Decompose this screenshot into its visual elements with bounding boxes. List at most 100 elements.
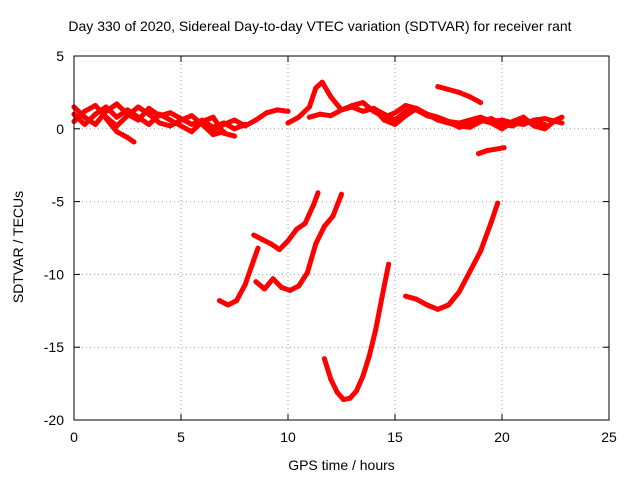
data-point xyxy=(467,94,473,100)
data-point xyxy=(478,117,484,123)
data-point xyxy=(330,213,336,219)
series-line-arc4 xyxy=(103,116,137,145)
data-point xyxy=(251,257,257,263)
axis-ticks: 0 5 10 15 20 25 5 0 -5 -10 -15 -20 xyxy=(44,48,617,445)
data-point xyxy=(321,223,327,229)
data-point xyxy=(157,120,163,126)
data-point xyxy=(131,139,137,145)
series-line-arc15 xyxy=(403,200,501,312)
data-point xyxy=(542,126,548,132)
data-point xyxy=(259,237,265,242)
data-point xyxy=(82,108,88,114)
data-point xyxy=(413,296,419,302)
x-tick-label: 25 xyxy=(601,429,617,445)
data-point xyxy=(210,127,216,133)
data-point xyxy=(167,110,173,116)
data-point xyxy=(328,94,334,100)
data-point xyxy=(373,327,379,333)
data-point xyxy=(341,397,347,403)
data-point xyxy=(478,100,484,106)
plot-frame xyxy=(73,55,610,421)
data-point xyxy=(221,121,227,127)
data-point xyxy=(189,113,195,119)
data-point xyxy=(296,114,302,120)
y-tick-label: -15 xyxy=(44,339,64,355)
data-point xyxy=(313,241,319,247)
data-point xyxy=(386,261,392,267)
data-point xyxy=(520,114,526,120)
data-point xyxy=(92,121,98,127)
data-point xyxy=(354,388,359,394)
data-point xyxy=(413,105,419,111)
x-tick-label: 15 xyxy=(387,429,403,445)
series-line-arc10 xyxy=(476,145,507,157)
data-point xyxy=(167,117,173,123)
data-point xyxy=(217,298,222,304)
data-point xyxy=(317,111,323,117)
data-point xyxy=(488,116,494,122)
data-point xyxy=(276,247,282,253)
series-line-arc5 xyxy=(210,107,291,133)
data-point xyxy=(435,84,441,90)
data-point xyxy=(285,108,291,114)
data-point xyxy=(92,111,98,117)
data-point xyxy=(82,114,88,120)
x-tick-label: 5 xyxy=(177,429,185,445)
data-point xyxy=(435,114,441,120)
data-point xyxy=(499,126,505,132)
data-point xyxy=(339,107,344,113)
data-point xyxy=(268,241,274,247)
data-point xyxy=(478,248,484,254)
data-point xyxy=(146,121,152,127)
data-point xyxy=(392,110,398,116)
series-line-arc14 xyxy=(321,261,392,403)
data-point xyxy=(424,111,430,117)
data-point xyxy=(114,129,120,135)
data-point xyxy=(403,293,409,299)
data-point xyxy=(242,123,248,129)
data-point xyxy=(467,121,473,127)
data-point xyxy=(253,279,259,285)
data-point xyxy=(82,121,88,127)
data-point xyxy=(253,117,259,123)
data-point xyxy=(232,117,237,123)
data-point xyxy=(146,111,152,117)
data-point xyxy=(225,302,231,308)
data-point xyxy=(167,123,173,129)
data-point xyxy=(510,119,516,124)
data-point xyxy=(403,113,409,119)
data-point xyxy=(114,114,120,120)
data-point xyxy=(232,133,237,139)
data-point xyxy=(360,373,366,379)
data-point xyxy=(559,114,565,120)
data-point xyxy=(315,190,321,196)
data-point xyxy=(484,148,490,154)
data-point xyxy=(103,116,109,122)
data-point xyxy=(189,129,195,135)
chart-title: Day 330 of 2020, Sidereal Day-to-day VTE… xyxy=(68,18,572,34)
data-point xyxy=(210,132,216,138)
data-point xyxy=(531,123,537,129)
data-point xyxy=(221,130,227,136)
data-point xyxy=(456,124,462,130)
x-tick-label: 10 xyxy=(280,429,296,445)
data-point xyxy=(339,191,344,197)
data-point xyxy=(178,123,184,129)
data-point xyxy=(319,79,325,85)
data-point xyxy=(456,289,462,295)
data-point xyxy=(446,87,451,92)
data-point xyxy=(403,103,409,108)
data-point xyxy=(392,121,398,127)
data-point xyxy=(279,285,285,290)
data-point xyxy=(306,104,312,110)
data-point xyxy=(232,126,237,132)
data-point xyxy=(328,113,334,119)
data-point xyxy=(287,287,293,293)
data-point xyxy=(125,135,130,140)
data-point xyxy=(501,145,507,151)
data-point xyxy=(92,103,98,108)
data-point xyxy=(285,238,291,244)
y-tick-label: -10 xyxy=(44,266,64,282)
data-point xyxy=(542,116,548,122)
